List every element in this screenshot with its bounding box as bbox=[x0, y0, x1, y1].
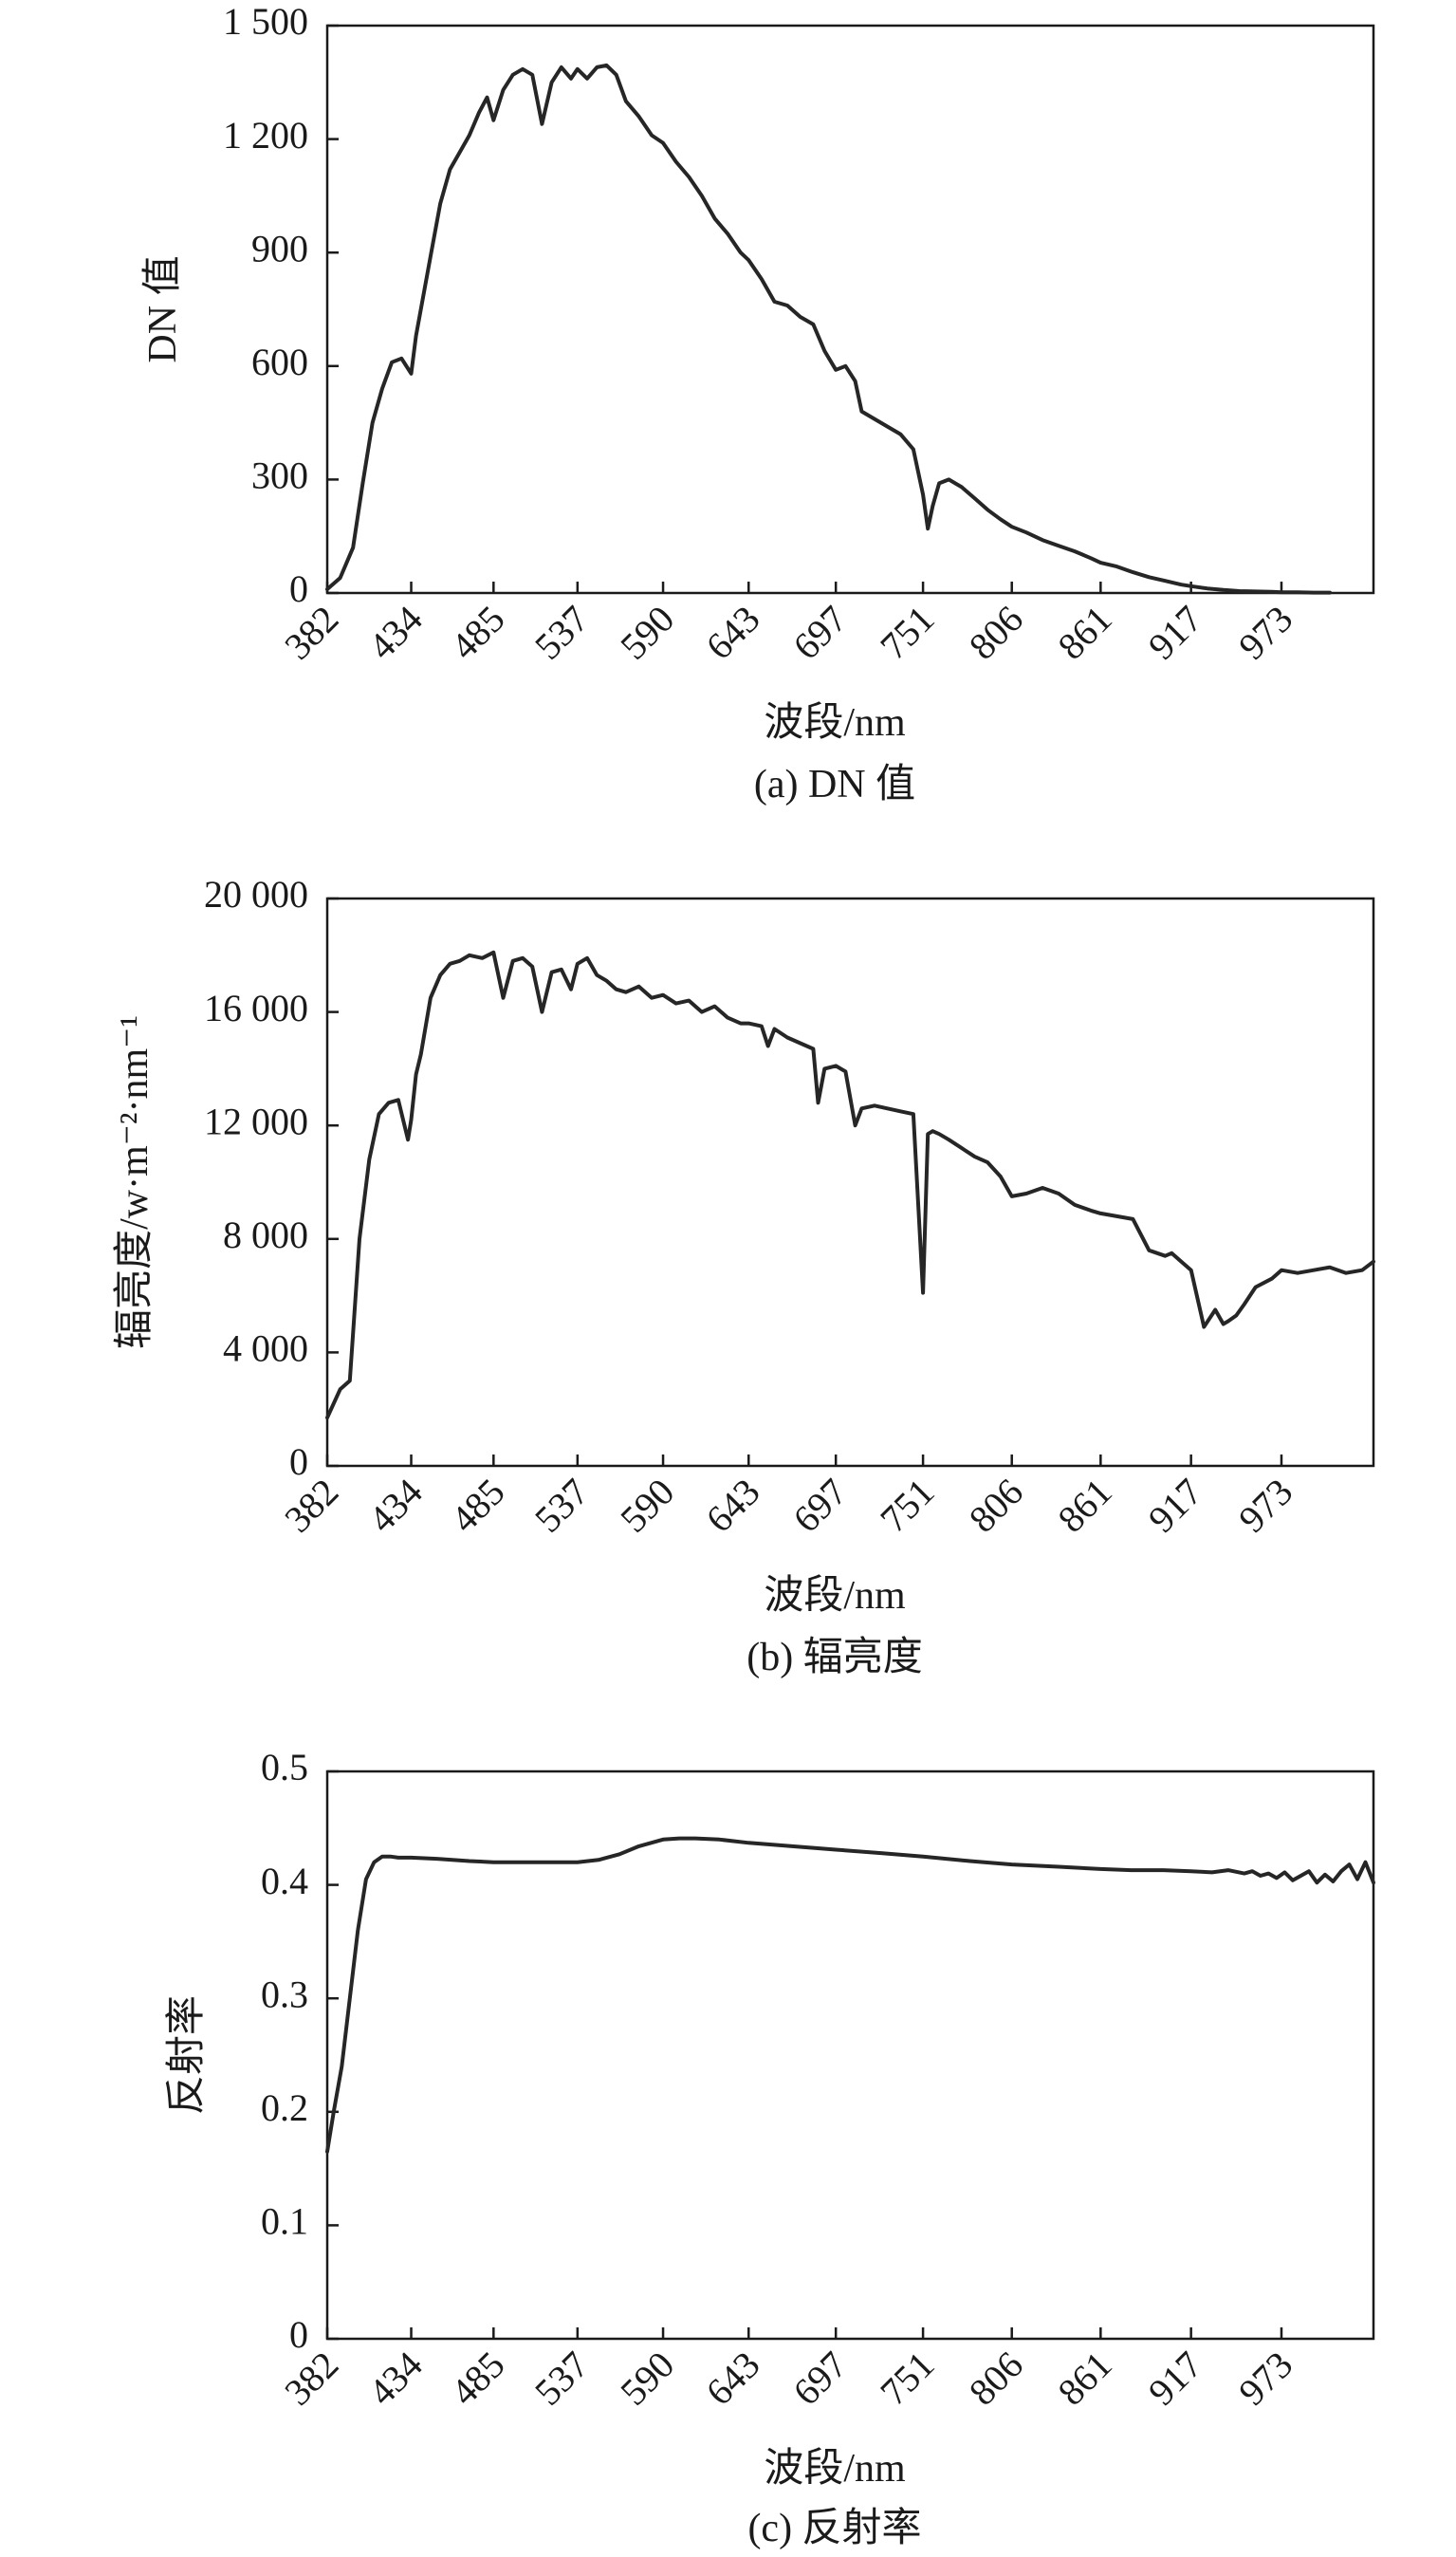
y-tick-label: 900 bbox=[251, 227, 308, 269]
x-tick-label: 973 bbox=[1230, 2344, 1300, 2414]
chart-panel-c: 0 0.1 0.2 0.3 0.4 0.5 382 434 485 537 590 643 697 751… bbox=[0, 1746, 1456, 2557]
x-tick-label: 917 bbox=[1140, 598, 1210, 668]
y-tick-label: 300 bbox=[251, 454, 308, 497]
x-tick-label: 590 bbox=[612, 2344, 682, 2414]
x-tick-label: 861 bbox=[1049, 2344, 1119, 2414]
x-tick-label: 643 bbox=[697, 1471, 767, 1541]
y-tick-label: 20 000 bbox=[204, 873, 308, 916]
x-tick-label: 537 bbox=[526, 598, 597, 668]
x-tick-label: 861 bbox=[1049, 1471, 1119, 1541]
x-tick-label: 590 bbox=[612, 598, 682, 668]
y-tick-label: 1 200 bbox=[223, 114, 308, 157]
dn-chart: 0 300 600 900 1 200 1 500 382 434 485 537 590 643 69… bbox=[141, 0, 1375, 806]
y-tick-label: 0.5 bbox=[261, 1746, 308, 1788]
y-axis-label: 反射率 bbox=[164, 1995, 209, 2115]
chart-panel-b: 0 4 000 8 000 12 000 16 000 20 000 382 434 485 53… bbox=[0, 873, 1456, 1708]
y-tick-label: 1 500 bbox=[223, 0, 308, 43]
x-tick-label: 917 bbox=[1140, 1471, 1210, 1541]
x-tick-label: 485 bbox=[442, 2344, 512, 2414]
x-tick-label: 697 bbox=[784, 1471, 855, 1541]
series-line bbox=[325, 950, 1375, 1420]
x-tick-label: 485 bbox=[442, 598, 512, 668]
x-tick-label: 643 bbox=[697, 2344, 767, 2414]
y-tick-label: 0.1 bbox=[261, 2200, 308, 2243]
y-tick-label: 8 000 bbox=[223, 1214, 308, 1256]
y-tick-label: 0 bbox=[289, 1440, 308, 1483]
y-tick-label: 0.2 bbox=[261, 2086, 308, 2129]
x-tick-label: 697 bbox=[784, 2344, 855, 2414]
chart-caption: (c) 反射率 bbox=[747, 2506, 921, 2550]
x-tick-label: 382 bbox=[276, 2344, 346, 2414]
plot-frame bbox=[325, 897, 1375, 1468]
series-line bbox=[325, 63, 1332, 595]
x-tick-label: 917 bbox=[1140, 2344, 1210, 2414]
x-axis-label: 波段/nm bbox=[764, 2447, 906, 2491]
x-axis-label: 波段/nm bbox=[764, 701, 906, 745]
x-tick-label: 434 bbox=[360, 2344, 431, 2414]
x-tick-label: 697 bbox=[784, 598, 855, 668]
x-tick-label: 537 bbox=[526, 2344, 597, 2414]
x-tick-label: 806 bbox=[961, 2344, 1031, 2414]
x-tick-label: 973 bbox=[1230, 598, 1300, 668]
x-tick-label: 973 bbox=[1230, 1471, 1300, 1541]
plot-frame bbox=[325, 24, 1375, 595]
y-tick-label: 4 000 bbox=[223, 1327, 308, 1370]
y-axis-label: DN 值 bbox=[141, 255, 185, 362]
radiance-chart: 0 4 000 8 000 12 000 16 000 20 000 382 434 485 53… bbox=[112, 873, 1375, 1679]
y-axis-label: 辐亮度/w·m⁻²·nm⁻¹ bbox=[112, 1015, 157, 1349]
x-tick-label: 643 bbox=[697, 598, 767, 668]
x-tick-label: 806 bbox=[961, 598, 1031, 668]
y-tick-label: 0.3 bbox=[261, 1973, 308, 2015]
x-tick-label: 382 bbox=[276, 598, 346, 668]
y-tick-label: 0 bbox=[289, 2313, 308, 2356]
chart-caption: (b) 辐亮度 bbox=[746, 1635, 922, 1679]
x-tick-label: 861 bbox=[1049, 598, 1119, 668]
y-tick-label: 0 bbox=[289, 567, 308, 610]
x-tick-label: 434 bbox=[360, 1471, 431, 1541]
reflectance-chart: 0 0.1 0.2 0.3 0.4 0.5 382 434 485 537 590 643 697 751… bbox=[164, 1746, 1375, 2550]
y-tick-label: 600 bbox=[251, 341, 308, 383]
x-tick-label: 806 bbox=[961, 1471, 1031, 1541]
x-tick-label: 751 bbox=[872, 1471, 942, 1541]
x-tick-label: 590 bbox=[612, 1471, 682, 1541]
x-tick-label: 751 bbox=[872, 598, 942, 668]
x-axis-label: 波段/nm bbox=[764, 1574, 906, 1618]
chart-panel-a: 0 300 600 900 1 200 1 500 382 434 485 537 590 643 69… bbox=[0, 0, 1456, 835]
x-tick-label: 751 bbox=[872, 2344, 942, 2414]
y-tick-label: 16 000 bbox=[204, 987, 308, 1029]
y-tick-label: 0.4 bbox=[261, 1860, 308, 1902]
x-tick-label: 485 bbox=[442, 1471, 512, 1541]
x-tick-label: 537 bbox=[526, 1471, 597, 1541]
x-tick-label: 382 bbox=[276, 1471, 346, 1541]
chart-caption: (a) DN 值 bbox=[754, 763, 915, 806]
series-line bbox=[325, 1836, 1375, 2154]
plot-frame bbox=[325, 1770, 1375, 2341]
x-tick-label: 434 bbox=[360, 598, 431, 668]
y-tick-label: 12 000 bbox=[204, 1100, 308, 1142]
